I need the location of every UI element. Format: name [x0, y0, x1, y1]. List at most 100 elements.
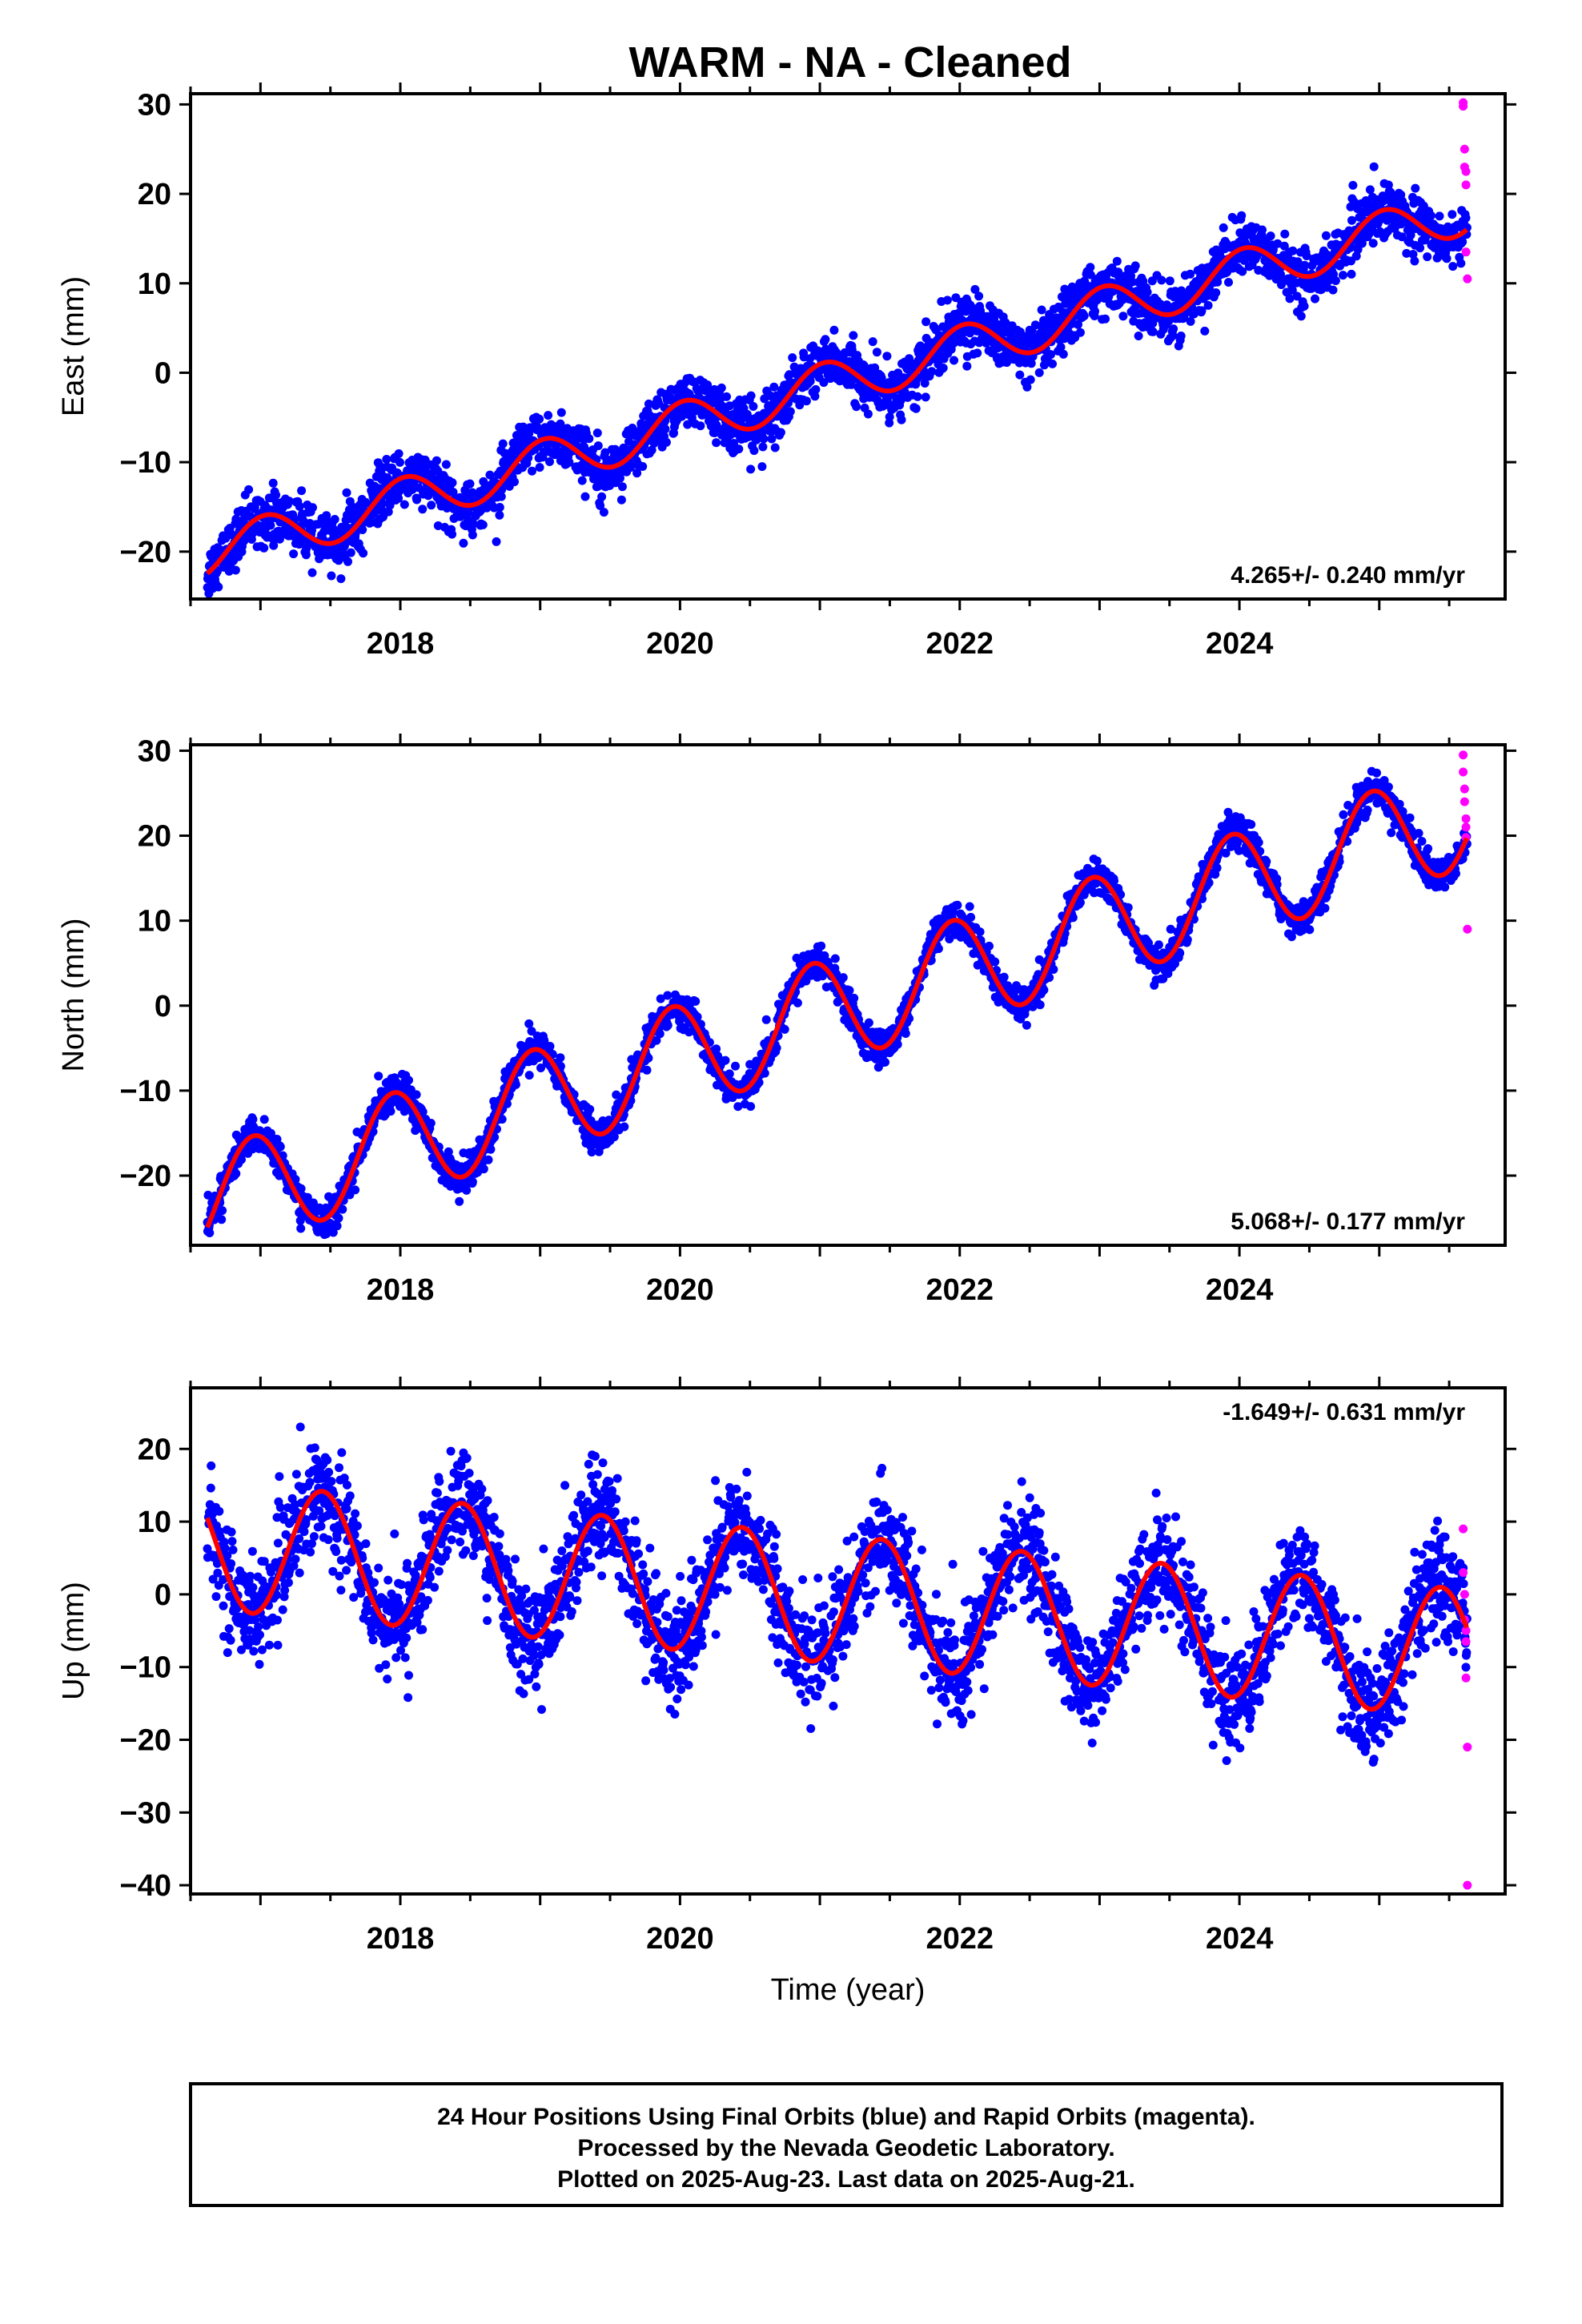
- final-point: [492, 537, 501, 546]
- final-point: [1369, 162, 1379, 171]
- final-point: [351, 1185, 360, 1195]
- final-point: [1165, 276, 1174, 286]
- final-point: [1035, 1000, 1045, 1010]
- final-point: [358, 525, 367, 534]
- final-point: [205, 1228, 215, 1237]
- final-point: [746, 464, 756, 474]
- final-point: [1086, 263, 1095, 272]
- final-point: [868, 337, 877, 347]
- final-point: [999, 972, 1009, 982]
- final-point: [721, 1055, 730, 1065]
- final-point: [793, 998, 802, 1007]
- final-point: [301, 550, 311, 560]
- final-point: [1219, 223, 1228, 232]
- final-point: [966, 912, 976, 922]
- final-point: [545, 457, 554, 466]
- final-point: [1090, 307, 1099, 316]
- final-point: [962, 361, 972, 371]
- final-point: [485, 470, 495, 480]
- final-point: [1142, 287, 1152, 297]
- final-point: [1296, 312, 1306, 321]
- final-point: [259, 1115, 269, 1124]
- final-point: [830, 954, 840, 963]
- final-point: [1331, 276, 1340, 285]
- final-point: [378, 499, 387, 509]
- final-point: [661, 424, 670, 434]
- final-point: [838, 973, 848, 983]
- final-point: [1339, 271, 1347, 280]
- model-curve: [205, 207, 1468, 576]
- final-point: [486, 1144, 496, 1154]
- final-point: [484, 1155, 493, 1164]
- final-point: [620, 1122, 629, 1132]
- final-point: [1280, 229, 1290, 239]
- final-point: [441, 460, 451, 469]
- rate-annotation: 4.265+/- 0.240 mm/yr: [1231, 562, 1465, 589]
- final-point: [845, 986, 854, 995]
- final-point: [592, 428, 602, 438]
- rapid-point: [1461, 247, 1471, 257]
- y-tick-label: −10: [120, 446, 171, 480]
- final-point: [510, 477, 519, 487]
- final-point: [655, 1029, 665, 1039]
- final-point: [1435, 211, 1444, 221]
- final-point: [769, 382, 779, 392]
- final-point: [849, 993, 859, 1003]
- final-point: [545, 1042, 555, 1051]
- final-point: [468, 530, 477, 540]
- final-point: [1288, 246, 1298, 255]
- final-point: [346, 548, 355, 557]
- final-point: [271, 490, 281, 500]
- final-point: [334, 1213, 343, 1223]
- final-point: [805, 376, 815, 386]
- final-point: [882, 352, 892, 361]
- final-point: [913, 392, 922, 401]
- final-point: [893, 1039, 902, 1049]
- x-tick-label: 2022: [926, 627, 994, 661]
- final-point: [597, 492, 607, 501]
- final-point: [448, 478, 457, 488]
- final-point: [749, 402, 758, 411]
- final-point: [465, 479, 475, 489]
- final-point: [382, 455, 391, 464]
- final-point: [1347, 269, 1356, 279]
- final-point: [617, 482, 627, 492]
- final-point: [770, 443, 780, 452]
- final-point: [266, 521, 275, 530]
- final-point: [1176, 332, 1186, 340]
- final-point: [1211, 288, 1221, 297]
- final-point: [767, 434, 777, 444]
- final-point: [683, 420, 693, 429]
- final-point: [338, 1204, 347, 1214]
- final-point: [524, 453, 533, 463]
- final-point: [921, 392, 930, 402]
- final-point: [1049, 965, 1058, 974]
- final-point: [780, 1024, 789, 1034]
- final-point: [1037, 305, 1046, 315]
- final-point: [1101, 314, 1110, 324]
- final-point: [849, 331, 858, 340]
- final-point: [1079, 312, 1089, 320]
- final-point: [564, 457, 574, 467]
- final-point: [921, 317, 931, 327]
- final-point: [785, 407, 795, 416]
- final-point: [1034, 368, 1044, 377]
- final-point: [1157, 275, 1166, 285]
- final-point: [616, 495, 626, 505]
- final-point: [1169, 324, 1178, 334]
- final-point: [336, 574, 346, 584]
- final-orbit-points: [203, 766, 1472, 1240]
- final-point: [231, 1169, 241, 1178]
- final-point: [1130, 261, 1140, 271]
- final-point: [250, 503, 259, 512]
- final-point: [717, 383, 726, 392]
- final-point: [478, 520, 488, 529]
- x-tick-label: 2024: [1206, 627, 1274, 661]
- rapid-point: [1460, 144, 1469, 154]
- final-point: [498, 439, 508, 448]
- final-point: [911, 404, 921, 413]
- final-point: [788, 353, 797, 363]
- final-point: [1118, 312, 1128, 321]
- final-point: [296, 1224, 306, 1233]
- final-point: [412, 495, 422, 505]
